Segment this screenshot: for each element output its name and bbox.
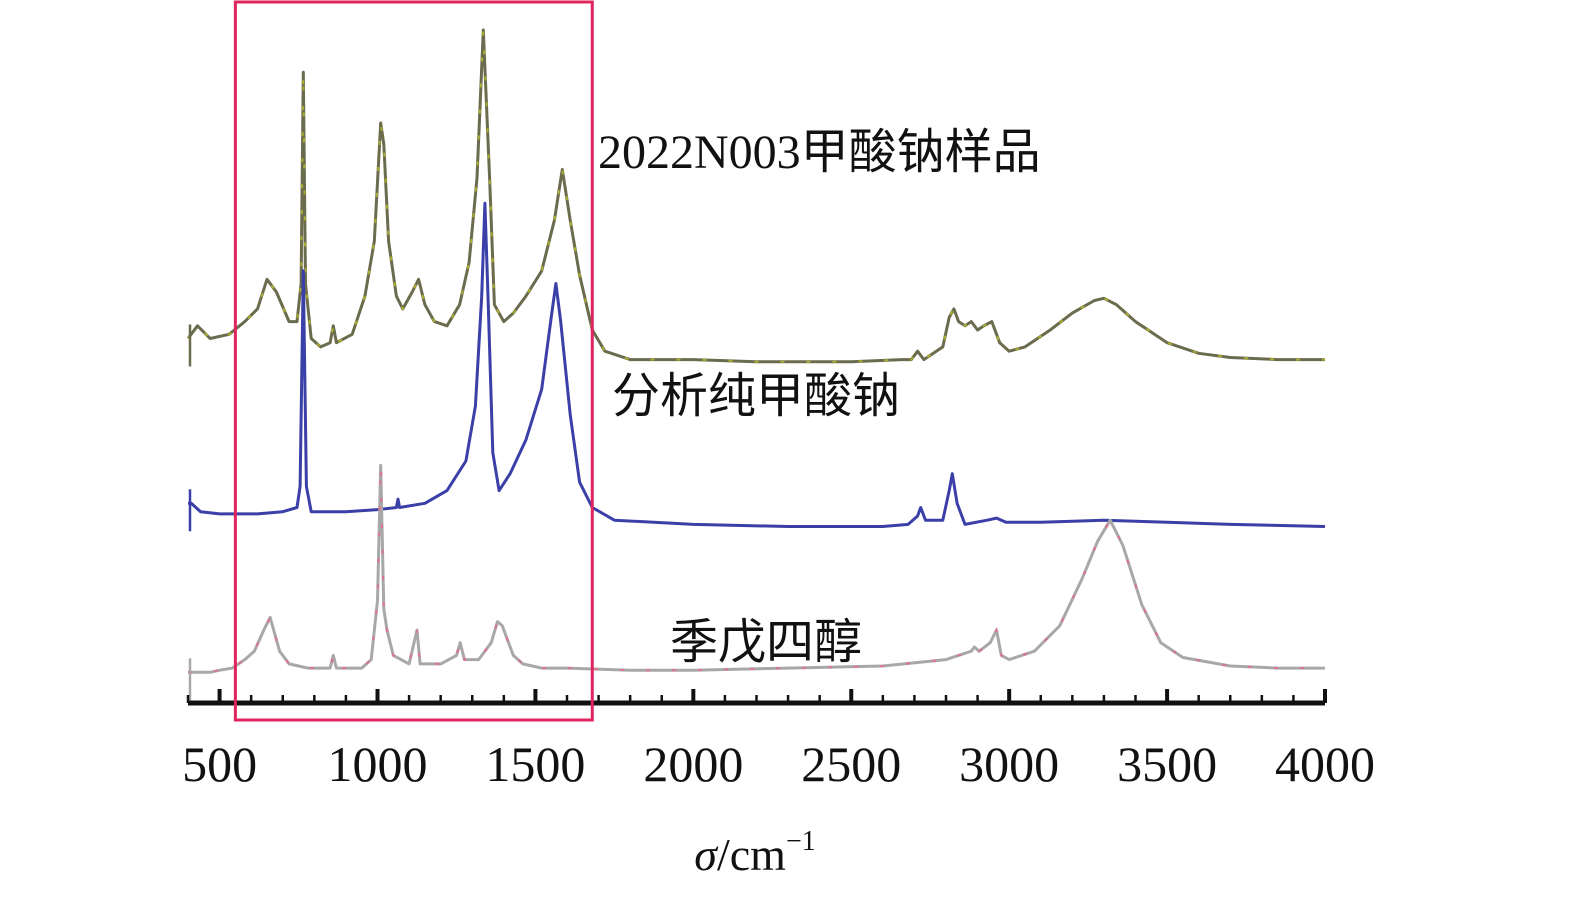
series-line-2 bbox=[188, 463, 1325, 674]
series-line-1 bbox=[188, 201, 1326, 528]
x-tick-label-2500: 2500 bbox=[801, 736, 901, 792]
x-axis-title: σ/cm−1 bbox=[694, 826, 815, 880]
x-axis: 500 1000 1500 2000 2500 3000 3500 4000 bbox=[182, 689, 1375, 792]
x-tick-label-500: 500 bbox=[182, 736, 257, 792]
series-line-0 bbox=[186, 28, 1325, 364]
x-tick-label-3000: 3000 bbox=[959, 736, 1059, 792]
series-label-sample: 2022N003甲酸钠样品 bbox=[598, 126, 1041, 179]
x-tick-label-1000: 1000 bbox=[328, 736, 428, 792]
x-tick-label-4000: 4000 bbox=[1275, 736, 1375, 792]
x-axis-symbol: σ bbox=[694, 829, 719, 880]
x-tick-label-3500: 3500 bbox=[1117, 736, 1217, 792]
x-axis-exponent: −1 bbox=[786, 826, 816, 857]
highlight-region-box bbox=[233, 0, 594, 722]
series-layer bbox=[186, 28, 1326, 701]
series-label-pentaerythritol: 季戊四醇 bbox=[670, 616, 862, 669]
x-axis-unit: /cm bbox=[717, 829, 786, 880]
x-tick-label-1500: 1500 bbox=[485, 736, 585, 792]
series-labels: 2022N003甲酸钠样品 分析纯甲酸钠 季戊四醇 bbox=[598, 126, 1041, 669]
series-label-reagent: 分析纯甲酸钠 bbox=[612, 370, 900, 423]
x-ticks: 500 1000 1500 2000 2500 3000 3500 4000 bbox=[182, 689, 1375, 792]
x-tick-label-2000: 2000 bbox=[643, 736, 743, 792]
